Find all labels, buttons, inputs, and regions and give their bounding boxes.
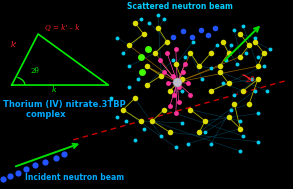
Text: 2θ: 2θ bbox=[31, 67, 40, 75]
Text: Thorium (IV) nitrate.3TBP
        complex: Thorium (IV) nitrate.3TBP complex bbox=[3, 100, 126, 119]
Text: k': k' bbox=[10, 41, 17, 49]
Text: Scattered neutron beam: Scattered neutron beam bbox=[127, 2, 233, 11]
Text: k: k bbox=[51, 86, 56, 94]
Text: 2θ: 2θ bbox=[245, 76, 254, 84]
Text: Incident neutron beam: Incident neutron beam bbox=[25, 174, 124, 183]
Text: Q = k' – k: Q = k' – k bbox=[45, 23, 80, 31]
